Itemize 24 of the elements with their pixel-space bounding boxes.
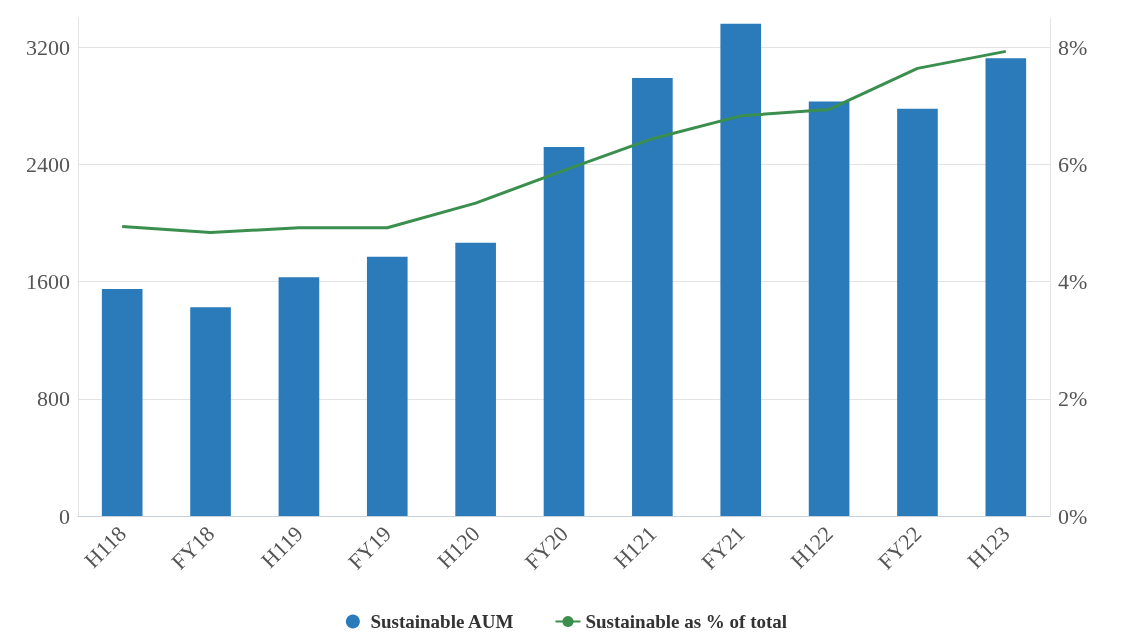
bar [985,58,1027,516]
legend-label: Sustainable as % of total [585,611,788,632]
bar [101,288,143,516]
y2-tick-label: 2% [1058,386,1088,412]
bar [808,101,850,516]
y-tick-label: 3200 [26,34,70,60]
bar [455,242,496,516]
y2-tick-label: 6% [1058,151,1088,177]
bar [366,256,408,516]
bar [897,108,938,516]
y2-tick-label: 0% [1058,503,1088,529]
y2-tick-label: 8% [1058,34,1088,60]
y-tick-label: 1600 [26,269,70,295]
bar [278,277,320,516]
y-tick-label: 800 [37,386,70,412]
line-series [120,49,1008,234]
y-tick-label: 0 [59,503,70,529]
bar [190,307,231,516]
bar [543,146,585,516]
y-tick-label: 2400 [26,151,70,177]
y2-tick-label: 4% [1058,269,1088,295]
bar [632,78,673,516]
bar [720,23,762,516]
legend-label: Sustainable AUM [370,611,514,632]
